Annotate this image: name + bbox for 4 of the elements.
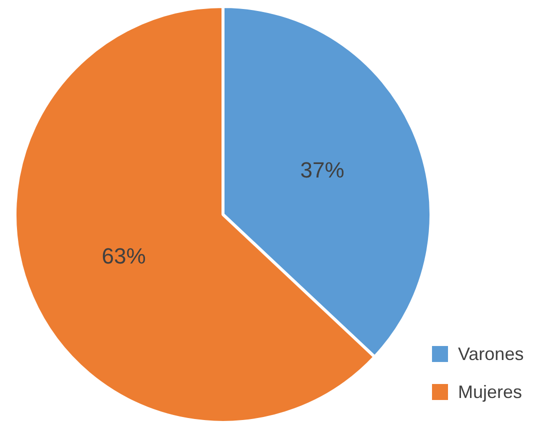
legend-label: Varones: [458, 344, 524, 364]
data-label: 37%: [300, 158, 344, 183]
data-label: 63%: [102, 244, 146, 269]
legend-label: Mujeres: [458, 382, 522, 402]
